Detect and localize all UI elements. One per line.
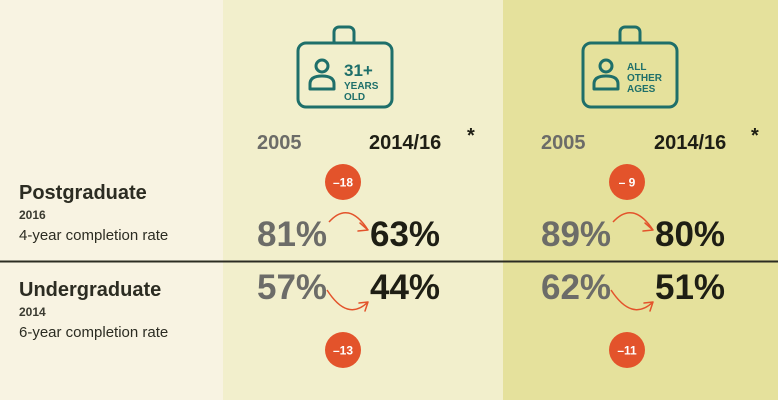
change-badge <box>325 164 361 200</box>
value-2005: 62% <box>541 268 611 307</box>
value-2014-16: 63% <box>370 215 440 254</box>
header-2014-16-group-2: 2014/16 <box>654 132 726 154</box>
arrow-head-icon <box>358 301 369 312</box>
person-body-icon <box>592 74 620 91</box>
row-year-postgraduate: 2016 <box>19 208 46 222</box>
change-arrow <box>326 289 369 311</box>
value-cells: 81% 63% –18 89% 80% – 9 57% 44% –13 62% 51% –11 <box>257 164 725 368</box>
change-arrow <box>612 212 654 231</box>
person-body-icon <box>308 74 336 91</box>
value-2014-16: 80% <box>655 215 725 254</box>
icon-label-line-3: AGES <box>627 84 656 95</box>
value-2005: 81% <box>257 215 327 254</box>
value-2014-16: 51% <box>655 268 725 307</box>
change-badge <box>609 332 645 368</box>
label-panel <box>0 0 223 400</box>
header-asterisk-group-2: * <box>751 125 759 147</box>
change-badge-label: –13 <box>333 344 353 358</box>
icon-label-line-1: ALL <box>627 62 646 73</box>
value-2014-16: 44% <box>370 268 440 307</box>
value-2005: 57% <box>257 268 327 307</box>
value-2005: 89% <box>541 215 611 254</box>
change-arrow <box>610 289 654 311</box>
change-badge-label: – 9 <box>619 176 636 190</box>
row-subtitle-postgraduate: 4-year completion rate <box>19 227 168 244</box>
arrow-head-icon <box>643 301 654 312</box>
header-2005-group-2: 2005 <box>541 132 586 154</box>
id-badge-icon-group-2: ALL OTHER AGES <box>581 25 679 109</box>
icon-label-line-2: OTHER <box>627 73 663 84</box>
change-badge-label: –11 <box>617 344 637 358</box>
row-year-undergraduate: 2014 <box>19 305 46 319</box>
row-title-undergraduate: Undergraduate <box>19 279 161 301</box>
person-head-icon <box>314 58 330 74</box>
icon-label-line-2: YEARS <box>344 81 379 92</box>
person-head-icon <box>598 58 614 74</box>
header-asterisk-group-1: * <box>467 125 475 147</box>
icon-label-line-3: OLD <box>344 92 365 103</box>
id-badge-icon-group-1: 31+ YEARS OLD <box>296 25 394 109</box>
arrow-head-icon <box>642 222 654 232</box>
change-badge-label: –18 <box>333 176 353 190</box>
change-arrow <box>328 212 369 231</box>
change-badge <box>609 164 645 200</box>
header-2014-16-group-1: 2014/16 <box>369 132 441 154</box>
icon-label-line-1: 31+ <box>344 61 373 80</box>
header-2005-group-1: 2005 <box>257 132 302 154</box>
arrow-head-icon <box>357 222 369 232</box>
change-badge <box>325 332 361 368</box>
row-subtitle-undergraduate: 6-year completion rate <box>19 324 168 341</box>
row-title-postgraduate: Postgraduate <box>19 182 147 204</box>
